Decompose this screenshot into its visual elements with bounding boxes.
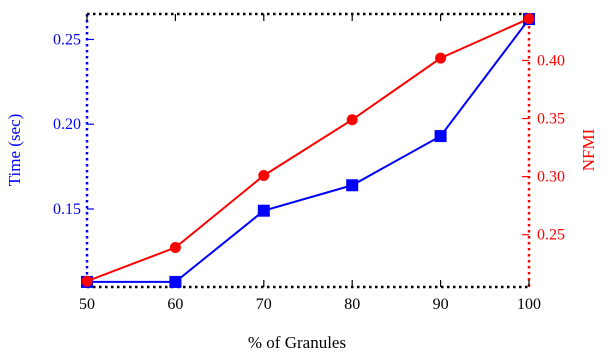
right-y-axis-title: NFMI — [579, 128, 598, 171]
right-y-tick-label: 0.35 — [537, 111, 565, 128]
nfmi-data-point — [435, 52, 447, 64]
x-axis-title: % of Granules — [248, 333, 346, 352]
nfmi-data-point — [523, 13, 535, 25]
x-tick-label: 70 — [256, 296, 272, 313]
plot-frame — [85, 12, 531, 289]
time-data-point — [346, 179, 359, 192]
nfmi-data-point — [169, 242, 181, 254]
nfmi-data-point — [81, 275, 93, 287]
right-y-tick-label: 0.25 — [537, 227, 565, 244]
x-tick-label: 50 — [79, 296, 95, 313]
time-data-point — [169, 275, 182, 288]
time-data-point — [434, 130, 447, 143]
right-y-tick-label: 0.30 — [537, 169, 565, 186]
x-tick-label: 60 — [167, 296, 183, 313]
time-data-point — [257, 204, 270, 217]
series-lines — [81, 13, 535, 288]
x-tick-label: 80 — [344, 296, 360, 313]
nfmi-data-point — [258, 169, 270, 181]
axis-ticks — [86, 14, 530, 287]
series-right-line — [86, 17, 530, 283]
x-tick-label: 100 — [517, 296, 541, 313]
left-y-tick-label: 0.25 — [53, 31, 81, 48]
nfmi-data-point — [346, 114, 358, 126]
left-y-axis-title: Time (sec) — [5, 114, 24, 187]
left-y-tick-label: 0.15 — [53, 201, 81, 218]
tick-labels: 50 60 70 80 90 100 0.15 0.20 0.25 0.25 0.30 0.35 0.4… — [53, 31, 565, 313]
left-y-tick-label: 0.20 — [53, 116, 81, 133]
x-tick-label: 90 — [433, 296, 449, 313]
right-y-tick-label: 0.40 — [537, 52, 565, 69]
series-left-line — [87, 18, 530, 283]
